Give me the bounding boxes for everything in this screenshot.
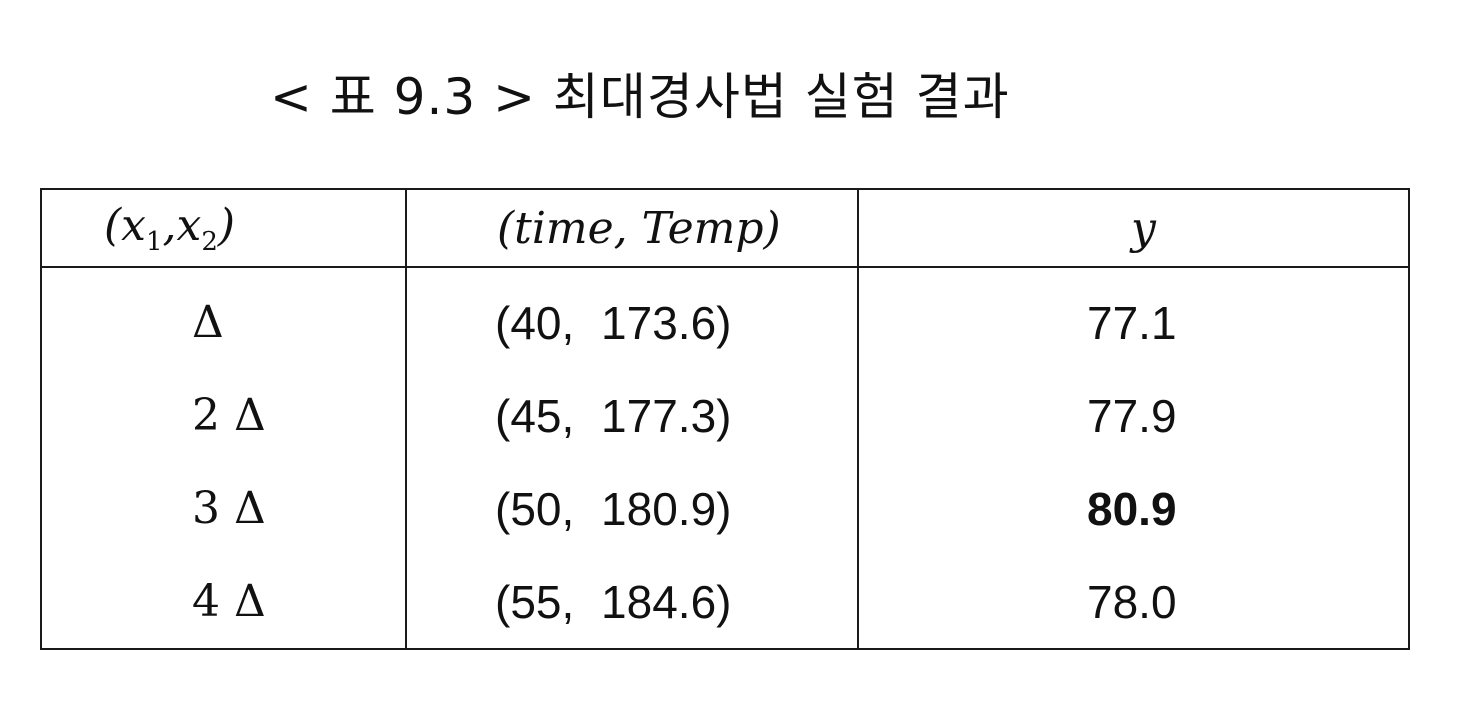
header-y: y [857, 188, 1410, 268]
time-temp-cell: (55, 184.6) [405, 555, 859, 649]
time-temp-cell: (40, 173.6) [405, 267, 859, 369]
time-temp-cell: (50, 180.9) [405, 462, 859, 555]
step-cell: 3 Δ [40, 462, 407, 555]
y-cell: 77.1 [857, 267, 1410, 369]
table-row: 4 Δ (55, 184.6) 78.0 [40, 555, 1410, 649]
header-row: (x1,x2) (time, Temp) y [40, 188, 1410, 268]
table-row: Δ (40, 173.6) 77.1 [40, 267, 1410, 369]
table-row: 2 Δ (45, 177.3) 77.9 [40, 369, 1410, 462]
header-time-temp: (time, Temp) [405, 188, 859, 268]
step-cell: Δ [40, 267, 407, 369]
table-row: 3 Δ (50, 180.9) 80.9 [40, 462, 1410, 555]
step-cell: 4 Δ [40, 555, 407, 649]
step-cell: 2 Δ [40, 369, 407, 462]
y-cell: 78.0 [857, 555, 1410, 649]
y-cell-max: 80.9 [857, 462, 1410, 555]
time-temp-cell: (45, 177.3) [405, 369, 859, 462]
table-title: < 표 9.3 > 최대경사법 실험 결과 [270, 68, 1010, 126]
y-cell: 77.9 [857, 369, 1410, 462]
results-table: (x1,x2) (time, Temp) y Δ (40, 173.6) 77.… [40, 188, 1410, 650]
header-x1-x2: (x1,x2) [40, 188, 407, 268]
